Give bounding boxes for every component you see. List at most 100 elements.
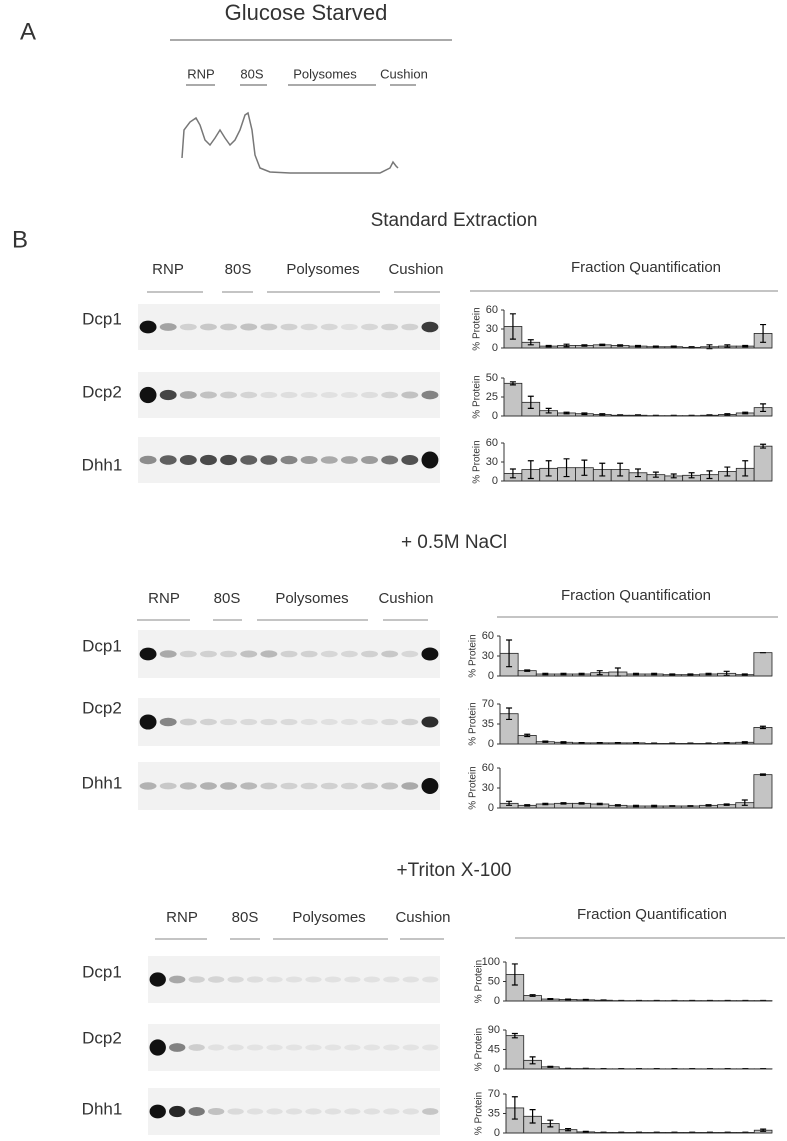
- blot-band: [421, 647, 439, 661]
- error-bar: [563, 458, 570, 478]
- blot-band: [227, 1044, 244, 1051]
- y-tick-label: 100: [482, 956, 500, 968]
- error-bar: [560, 802, 567, 805]
- error-bar: [545, 407, 552, 414]
- error-bar: [547, 998, 554, 1001]
- blot-band: [260, 718, 278, 726]
- blot-band: [340, 718, 358, 726]
- error-bar: [596, 670, 603, 676]
- quant-title: Fraction Quantification: [577, 906, 727, 923]
- blot-band: [149, 1039, 166, 1056]
- y-tick-label: 0: [492, 410, 498, 422]
- error-bar: [651, 804, 658, 808]
- blot-band: [169, 975, 186, 984]
- blot-band: [188, 1107, 205, 1116]
- blot-band: [207, 976, 225, 983]
- blot-band: [300, 782, 318, 790]
- error-bar: [506, 707, 513, 721]
- quant-title: Fraction Quantification: [571, 259, 721, 276]
- error-bar: [635, 468, 641, 478]
- section-title: +Triton X-100: [397, 860, 512, 881]
- error-bar: [614, 804, 621, 807]
- blot: [138, 372, 440, 418]
- error-bar: [596, 741, 603, 744]
- y-tick-label: 60: [482, 630, 494, 642]
- blot-band: [361, 718, 378, 726]
- blot-band: [381, 718, 399, 726]
- error-bar: [578, 802, 585, 805]
- blot-band: [340, 391, 358, 399]
- blot-band: [320, 323, 338, 331]
- blot-band: [227, 1108, 244, 1115]
- blot-band: [260, 391, 278, 399]
- error-bar: [581, 344, 588, 347]
- y-axis-label: % Protein: [474, 1028, 485, 1071]
- bar: [753, 727, 773, 745]
- blot-band: [246, 976, 264, 983]
- blot-band: [401, 391, 419, 399]
- error-bar: [741, 741, 748, 744]
- y-axis-label: % Protein: [472, 440, 483, 483]
- blot-band: [300, 323, 318, 331]
- error-bar: [723, 803, 730, 806]
- blot-band: [401, 323, 419, 331]
- quant-title: Fraction Quantification: [561, 587, 711, 604]
- blot-band: [421, 716, 439, 728]
- y-tick-label: 30: [486, 323, 498, 335]
- y-tick-label: 30: [482, 650, 494, 662]
- blot-band: [344, 976, 361, 983]
- blot-band: [305, 1044, 322, 1051]
- blot-band: [320, 391, 338, 399]
- blot-band: [159, 389, 177, 401]
- blot-band: [344, 1044, 361, 1051]
- error-bar: [527, 339, 534, 346]
- error-bar: [529, 1109, 536, 1124]
- y-axis-label: % Protein: [472, 307, 483, 350]
- bar: [753, 652, 773, 677]
- blot-band: [200, 323, 217, 331]
- error-bar: [542, 802, 549, 806]
- error-bar: [723, 741, 730, 744]
- protein-label: Dcp1: [82, 636, 122, 655]
- blot-band: [401, 650, 419, 658]
- error-bar: [527, 460, 534, 480]
- bar: [503, 382, 523, 417]
- error-bar: [633, 672, 639, 676]
- blot-band: [139, 455, 157, 465]
- error-bar: [688, 472, 695, 479]
- blot-band: [159, 717, 177, 727]
- fraction-label: 80S: [214, 590, 241, 607]
- error-bar: [599, 413, 606, 416]
- blot-band: [340, 456, 358, 464]
- fraction-label: Polysomes: [293, 66, 357, 81]
- blot-band: [361, 391, 378, 399]
- error-bar: [723, 670, 730, 676]
- error-bar: [633, 804, 639, 808]
- blot: [138, 762, 440, 810]
- blot-band: [139, 647, 157, 661]
- y-tick-label: 0: [488, 670, 494, 682]
- error-bar: [741, 799, 748, 806]
- blot-band: [179, 455, 197, 465]
- y-axis-label: % Protein: [472, 375, 483, 418]
- blot-band: [402, 976, 419, 983]
- blot-band: [381, 455, 399, 465]
- blot-band: [159, 650, 177, 658]
- y-tick-label: 25: [486, 391, 498, 403]
- blot-band: [285, 976, 303, 983]
- blot-band: [280, 650, 298, 658]
- blot-band: [169, 1105, 186, 1118]
- y-tick-label: 45: [488, 1043, 500, 1055]
- y-tick-label: 0: [494, 1127, 500, 1139]
- y-tick-label: 60: [486, 437, 498, 449]
- blot-band: [159, 782, 177, 790]
- error-bar: [599, 343, 606, 347]
- fraction-label: Polysomes: [292, 909, 365, 926]
- blot-band: [200, 782, 217, 790]
- error-bar: [635, 344, 641, 348]
- blot-band: [207, 1107, 225, 1116]
- error-bar: [724, 466, 731, 477]
- blot-band: [240, 455, 258, 465]
- blot-band: [320, 718, 338, 726]
- blot-band: [280, 782, 298, 790]
